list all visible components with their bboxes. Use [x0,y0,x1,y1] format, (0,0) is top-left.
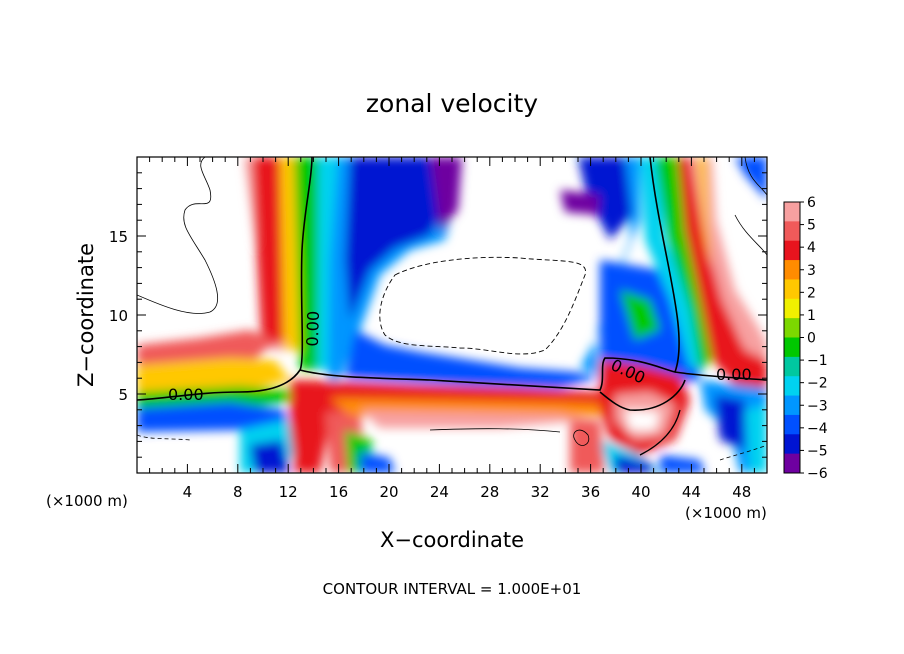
x-unit-left: (×1000 m) [46,492,128,510]
colorbar-label: 2 [807,285,816,301]
colorbar-label: 1 [807,308,816,324]
colorbar-label: 3 [807,263,816,279]
x-tick-label: 32 [531,483,550,501]
colorbar: 6 5 4 3 2 1 0 −1 −2 −3 −4 −5 −6 [783,195,828,482]
colorbar-label: 4 [807,240,816,256]
x-tick-label: 24 [430,483,449,501]
contour-lines [137,157,767,461]
x-tick-label: 40 [631,483,650,501]
colorbar-swatch [784,453,800,474]
x-unit-right: (×1000 m) [685,504,767,522]
y-tick-label: 10 [109,307,128,325]
contour-label: 0.00 [168,385,204,404]
x-tick-label: 16 [329,483,348,501]
colorbar-label: −1 [807,353,828,369]
colorbar-swatch [784,414,800,435]
contour-interval-footnote: CONTOUR INTERVAL = 1.000E+01 [323,580,582,598]
x-tick-label: 12 [279,483,298,501]
y-axis-ticks: 5 10 15 [109,172,767,458]
y-tick-label: 15 [109,228,128,246]
x-tick-label: 28 [480,483,499,501]
colorbar-swatch [784,298,800,319]
colorbar-swatch [784,260,800,280]
colorbar-label: −3 [807,398,828,414]
colorbar-label: −6 [807,466,828,482]
colorbar-swatch [784,202,800,222]
colorbar-swatch [784,356,800,377]
colorbar-swatch [784,279,800,300]
colorbar-label: −5 [807,443,828,459]
x-axis-label: X−coordinate [380,528,524,552]
y-axis-label: Z−coordinate [74,243,98,387]
contour-label: 0.00 [716,365,752,384]
x-tick-label: 20 [379,483,398,501]
colorbar-label: 5 [807,218,816,234]
x-tick-label: 36 [581,483,600,501]
colorbar-swatch [784,221,800,242]
colorbar-swatch [784,434,800,455]
colorbar-label: 6 [807,195,816,211]
colorbar-swatch [784,318,800,338]
colorbar-label: −2 [807,376,828,392]
colorbar-label: −4 [807,421,828,437]
y-tick-label: 5 [118,386,128,404]
x-tick-label: 8 [233,483,243,501]
colorbar-swatch [784,337,800,358]
colorbar-swatch [784,395,800,416]
chart-title: zonal velocity [366,89,538,118]
colorbar-swatch [784,240,800,261]
x-tick-label: 44 [682,483,701,501]
x-tick-label: 48 [732,483,751,501]
x-axis-ticks: 4 8 12 16 20 24 28 32 36 40 44 48 [149,157,755,501]
velocity-field [137,157,767,473]
colorbar-swatch [784,376,800,397]
contour-label: 0.00 [303,311,323,347]
x-tick-label: 4 [183,483,193,501]
colorbar-label: 0 [807,331,816,347]
